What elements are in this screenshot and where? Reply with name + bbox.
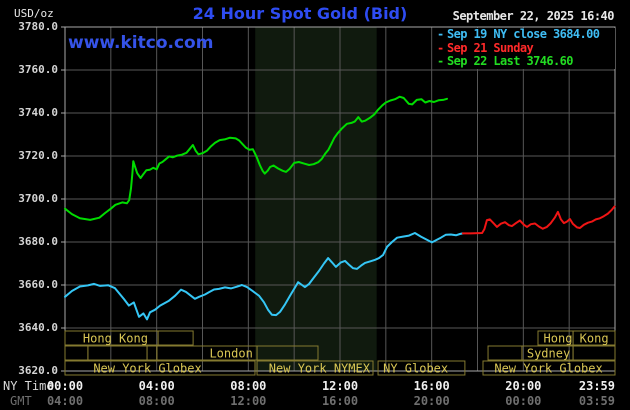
session-box (377, 360, 466, 376)
session-label: Hong Kong (544, 332, 609, 346)
y-axis-tick-label: 3680.0 (18, 235, 58, 248)
price-line-sep-21 (461, 205, 616, 235)
session-box (256, 360, 374, 376)
x-axis-tick-label-ny-tick: 00:00 (46, 379, 84, 393)
legend-label: Sep 19 NY close 3684.00 (447, 27, 600, 41)
kitco-watermark-link[interactable]: www.kitco.com (68, 33, 214, 53)
x-axis-tick-label-ny-tick: 08:00 (230, 379, 267, 393)
x-axis-tick-label-ny-tick: 16:00 (413, 379, 450, 393)
y-axis-tick-label: 3640.0 (18, 321, 58, 334)
legend-dash-icon: - (437, 40, 444, 55)
session-label: NY Globex (383, 362, 448, 376)
plot-border (64, 26, 616, 372)
session-box (87, 345, 148, 361)
x-axis-tick-label-gmt-tick: 04:00 (46, 394, 84, 408)
x-axis-gmt-label: GMT (10, 394, 32, 408)
x-axis-ny-time-label: NY Time (3, 379, 54, 393)
x-axis-tick-label-gmt-tick: 12:00 (230, 394, 267, 408)
legend-dash-icon: - (437, 54, 444, 68)
x-axis-tick-label-gmt-tick: 16:00 (321, 394, 359, 408)
legend-item-sep19: - Sep 19 NY close 3684.00 (437, 27, 615, 42)
y-axis-unit-label: USD/oz (14, 7, 54, 20)
session-box (256, 345, 319, 361)
y-axis-tick-label: 3620.0 (18, 364, 58, 377)
legend-label: Sep 21 Sunday (447, 40, 534, 55)
legend-item-sep22: - Sep 22 Last 3746.60 (437, 54, 615, 69)
session-box (64, 360, 256, 376)
legend-label: Sep 22 Last 3746.60 (447, 54, 573, 68)
x-axis-tick-label-ny-tick: 20:00 (505, 379, 542, 393)
chart-date-time: September 22, 2025 16:40 (452, 9, 615, 23)
y-axis-tick-label: 3740.0 (18, 106, 58, 119)
y-axis-tick-label: 3700.0 (18, 192, 58, 205)
session-label: New York Globex (93, 362, 201, 376)
session-box (487, 345, 523, 361)
session-label: London (209, 347, 252, 361)
y-axis-tick-label: 3780.0 (18, 20, 58, 33)
session-box (572, 345, 616, 361)
price-line-sep-22 (64, 95, 448, 221)
session-box (157, 330, 194, 346)
page-title: 24 Hour Spot Gold (Bid) (192, 4, 408, 23)
session-box (572, 330, 616, 346)
legend-dash-icon: - (437, 27, 444, 41)
session-label: New York Globex (494, 362, 602, 376)
y-axis-tick-label: 3760.0 (18, 63, 58, 76)
session-box (64, 345, 89, 361)
x-axis-tick-label-gmt-tick: 20:00 (413, 394, 450, 408)
session-label: Hong Kong (83, 332, 148, 346)
session-label: New York NYMEX (269, 362, 371, 376)
price-line-sep-19 (64, 232, 464, 321)
x-axis-tick-label-gmt-tick: 08:00 (138, 394, 175, 408)
session-box (146, 345, 158, 361)
chart-legend: - Sep 19 NY close 3684.00 - Sep 21 Sunday … (437, 27, 615, 69)
legend-item-sep21: - Sep 21 Sunday (437, 40, 615, 56)
y-axis-tick-label: 3720.0 (18, 149, 58, 162)
x-axis-tick-label-ny-tick: 12:00 (321, 379, 359, 393)
x-axis-tick-label-gmt-tick: 03:59 (578, 394, 615, 408)
session-box (482, 360, 616, 376)
y-axis-tick-label: 3660.0 (18, 278, 58, 291)
x-axis-tick-label-ny-tick: 23:59 (578, 379, 615, 393)
x-axis-tick-label-gmt-tick: 00:00 (505, 394, 542, 408)
session-label: Sydney (527, 347, 570, 361)
x-axis-tick-label-ny-tick: 04:00 (138, 379, 175, 393)
